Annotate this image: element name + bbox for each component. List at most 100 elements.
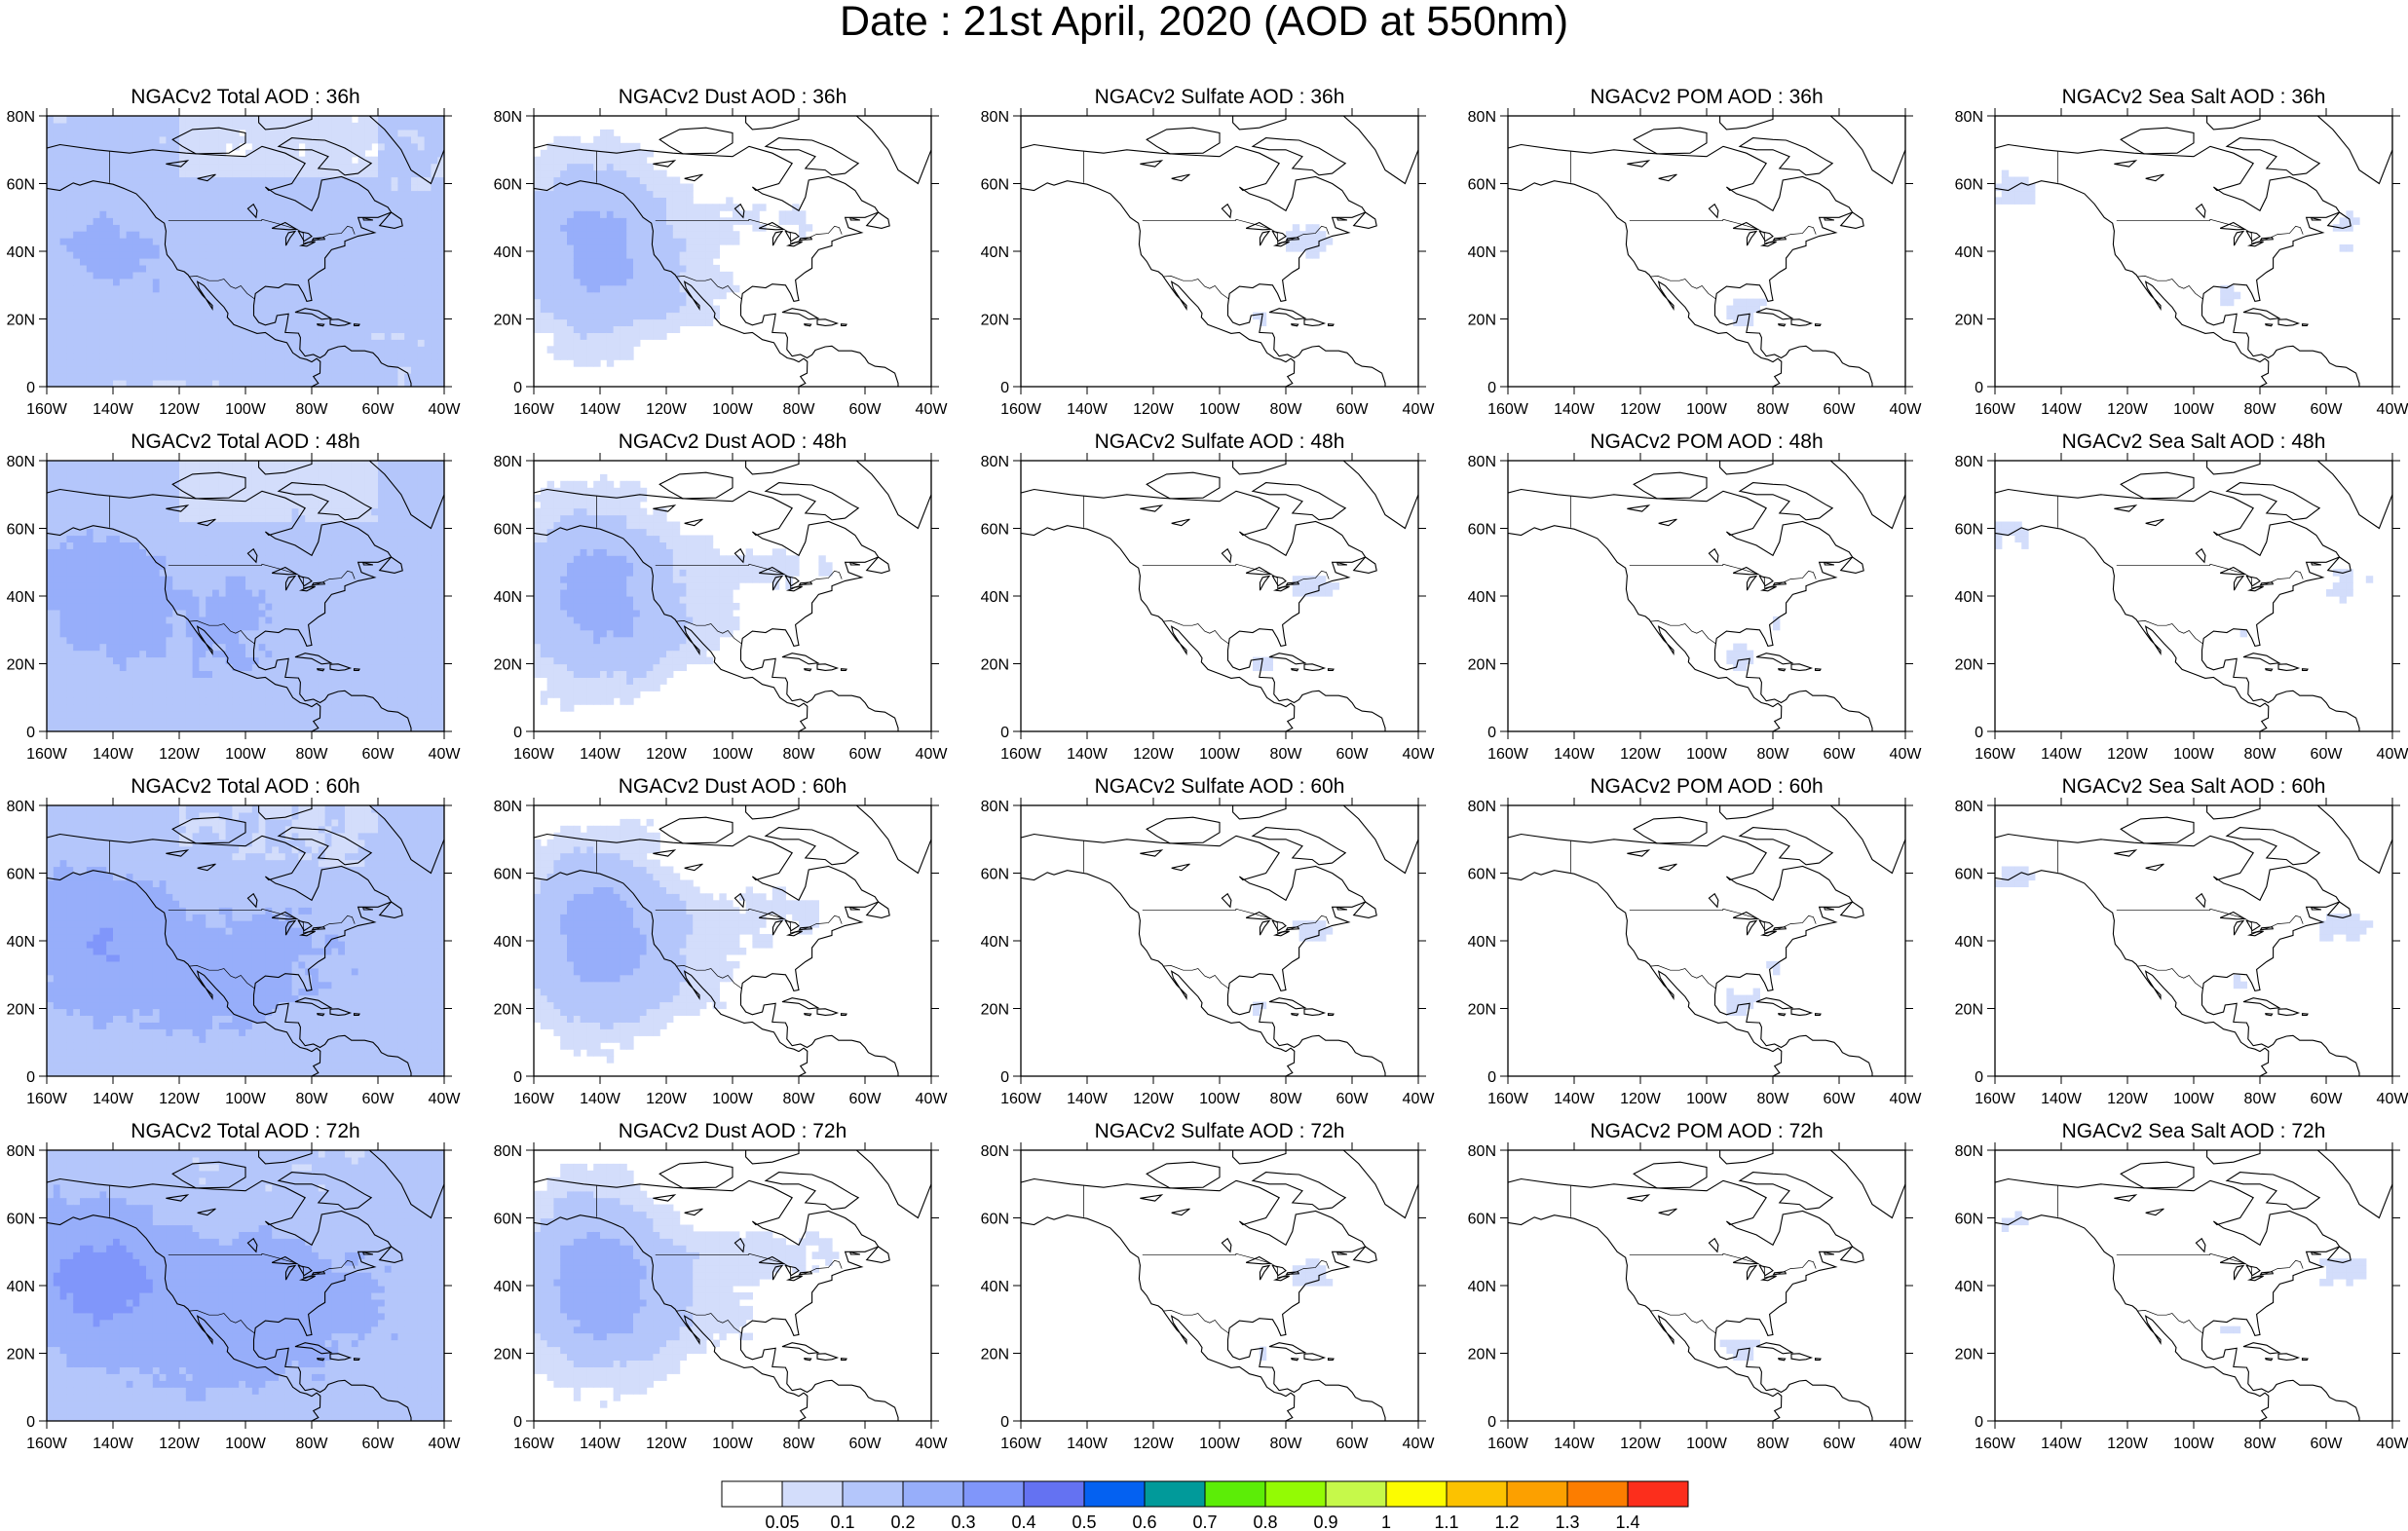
map-panel: NGACv2 Dust AOD : 60h 160W 140W 120W 100W 80W… [485,773,980,1112]
x-tick-label: 40W [916,401,949,418]
coastlines [1995,1150,2392,1421]
colorbar-label: 0.5 [1072,1512,1096,1531]
y-tick-label: 60N [981,1212,1009,1228]
x-tick-label: 60W [1336,1436,1370,1452]
x-tick-label: 160W [1975,401,2016,418]
colorbar-label: 0.2 [890,1512,915,1531]
map-panel: NGACv2 Total AOD : 60h 160W 140W 120W 100W 80… [0,773,493,1112]
x-tick-label: 120W [2107,1436,2149,1452]
panel-title: NGACv2 Sea Salt AOD : 48h [2061,430,2326,453]
y-tick-label: 40N [981,1279,1009,1295]
colorbar-label: 0.4 [1011,1512,1035,1531]
y-tick-label: 80N [981,799,1009,815]
x-tick-label: 100W [1199,1091,1241,1107]
aod-field [47,116,444,387]
panel-title: NGACv2 Total AOD : 36h [131,86,360,108]
x-tick-label: 140W [580,746,621,763]
y-tick-label: 80N [981,1143,1009,1160]
map-panel: NGACv2 Sulfate AOD : 48h 160W 140W 120W 100W… [972,429,1467,767]
coastlines [47,1150,444,1421]
y-tick-label: 20N [1955,1002,1983,1019]
y-tick-label: 40N [1468,589,1496,606]
x-tick-label: 80W [1757,746,1790,763]
x-tick-label: 120W [2107,401,2149,418]
colorbar-label: 0.7 [1192,1512,1217,1531]
x-tick-label: 40W [1890,746,1923,763]
y-tick-label: 0 [513,1414,522,1431]
map-plot: 160W 140W 120W 100W 80W 60W 40W 80N 60N 40N 20N 0 [1955,108,2408,418]
y-tick-label: 80N [7,799,35,815]
x-tick-label: 140W [1554,1091,1596,1107]
panel-title: NGACv2 Total AOD : 72h [131,1120,360,1142]
y-tick-label: 60N [1955,867,1983,883]
x-tick-label: 120W [2107,1091,2149,1107]
y-tick-label: 20N [1468,1002,1496,1019]
y-tick-label: 0 [1000,380,1009,396]
coastlines [1508,461,1905,731]
colorbar-label: 0.8 [1253,1512,1277,1531]
y-tick-label: 0 [1000,1069,1009,1086]
x-tick-label: 160W [1487,401,1529,418]
map-plot: 160W 140W 120W 100W 80W 60W 40W 80N 60N 40N 20N 0 [1955,798,2408,1107]
x-tick-label: 100W [225,1436,267,1452]
x-tick-label: 80W [783,746,816,763]
panel-title: NGACv2 POM AOD : 36h [1590,86,1824,108]
map-plot: 160W 140W 120W 100W 80W 60W 40W 80N 60N 40N 20N 0 [981,798,1436,1107]
y-tick-label: 0 [1487,1069,1496,1086]
aod-field [1995,521,2374,638]
coastlines [1995,805,2392,1076]
x-tick-label: 120W [1620,1436,1662,1452]
x-tick-label: 40W [1890,401,1923,418]
x-tick-label: 120W [646,1091,688,1107]
coastlines [534,1150,931,1421]
x-tick-label: 160W [1975,1091,2016,1107]
x-tick-label: 140W [1067,1091,1109,1107]
x-tick-label: 60W [1336,746,1370,763]
map-plot: 160W 140W 120W 100W 80W 60W 40W 80N 60N 40N 20N 0 [1468,108,1923,418]
y-tick-label: 60N [981,522,1009,539]
x-tick-label: 140W [2041,746,2083,763]
y-tick-label: 60N [981,177,1009,194]
y-tick-label: 40N [494,934,522,951]
panel-title: NGACv2 Total AOD : 60h [131,775,360,798]
x-tick-label: 140W [1067,746,1109,763]
y-tick-label: 20N [981,1347,1009,1363]
y-tick-label: 80N [1468,1143,1496,1160]
y-tick-label: 20N [494,1002,522,1019]
y-tick-label: 0 [1975,725,1983,741]
x-tick-label: 140W [93,401,134,418]
x-tick-label: 40W [1403,1436,1436,1452]
coastlines [47,116,444,387]
x-tick-label: 120W [2107,746,2149,763]
panel-title: NGACv2 Sulfate AOD : 36h [1094,86,1345,108]
x-tick-label: 40W [916,1436,949,1452]
x-tick-label: 40W [916,746,949,763]
x-tick-label: 80W [296,401,329,418]
panel-title: NGACv2 POM AOD : 48h [1590,430,1824,453]
x-tick-label: 100W [225,746,267,763]
x-tick-label: 100W [1686,1436,1728,1452]
y-tick-label: 0 [513,1069,522,1086]
y-tick-label: 40N [1468,1279,1496,1295]
y-tick-label: 20N [494,313,522,329]
x-tick-label: 140W [580,1436,621,1452]
y-tick-label: 80N [1955,454,1983,470]
x-tick-label: 120W [1133,1091,1175,1107]
coastlines [1021,461,1418,731]
map-panel: NGACv2 Dust AOD : 72h 160W 140W 120W 100W 80W… [485,1118,980,1457]
y-tick-label: 40N [1955,244,1983,261]
x-tick-label: 40W [1403,1091,1436,1107]
x-tick-label: 80W [296,1436,329,1452]
x-tick-label: 140W [93,1436,134,1452]
colorbar-label: 1.3 [1555,1512,1579,1531]
x-tick-label: 120W [159,1436,201,1452]
x-tick-label: 160W [26,1091,68,1107]
x-tick-label: 100W [712,401,754,418]
x-tick-label: 40W [429,746,462,763]
x-tick-label: 100W [1686,1091,1728,1107]
map-panel: NGACv2 Sea Salt AOD : 60h 160W 140W 120W 100… [1946,773,2408,1112]
map-plot: 160W 140W 120W 100W 80W 60W 40W 80N 60N 40N 20N 0 [1468,798,1922,1107]
y-tick-label: 40N [1468,934,1496,951]
x-tick-label: 80W [783,401,816,418]
x-tick-label: 60W [362,1091,395,1107]
